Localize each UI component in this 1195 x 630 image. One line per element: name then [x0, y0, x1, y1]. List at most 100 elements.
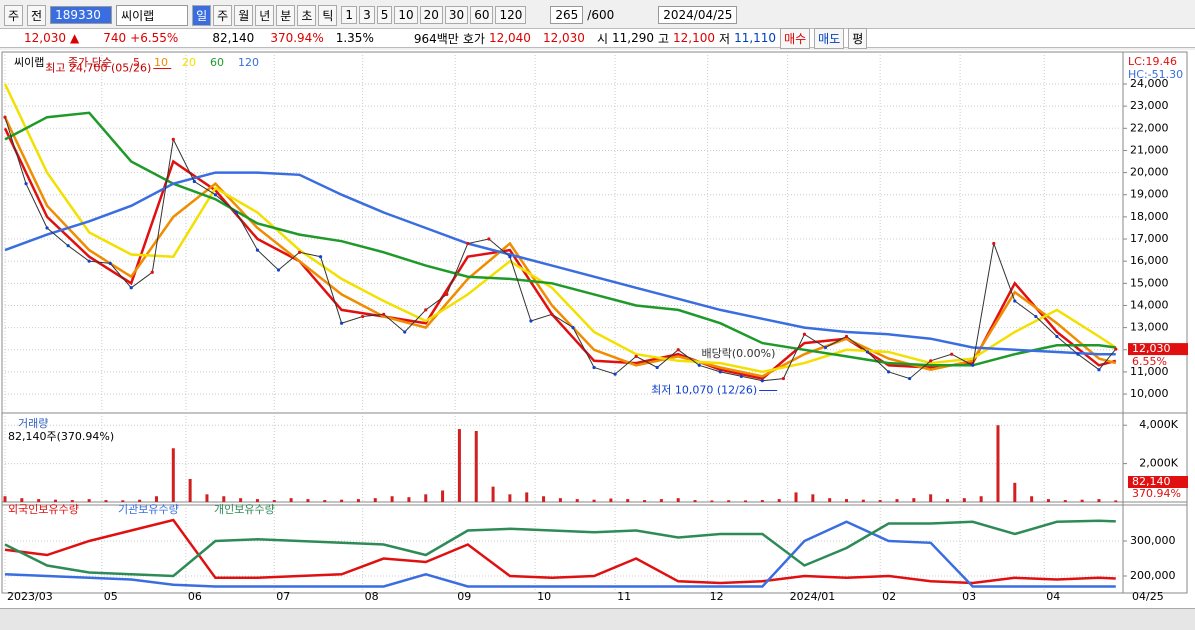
low: 11,110: [734, 31, 777, 45]
close-point: [971, 363, 975, 367]
x-tick-label: 10: [537, 590, 551, 603]
period-button[interactable]: 년: [255, 4, 275, 26]
volume: 82,140: [212, 31, 255, 45]
y-tick-label: 19,000: [1130, 188, 1169, 201]
buy[interactable]: 매수: [780, 27, 811, 49]
interval-button[interactable]: 120: [495, 6, 527, 24]
close-point: [318, 255, 323, 259]
indicator: HC:-51.30: [1128, 68, 1183, 81]
legend-entry: 10: [154, 56, 168, 69]
y-tick-label: 13,000: [1130, 321, 1169, 334]
x-tick-label: 12: [710, 590, 724, 603]
volume-bar: [777, 499, 781, 502]
volume-bar: [929, 494, 933, 502]
period-button[interactable]: 틱: [318, 4, 338, 26]
sell[interactable]: 매도: [814, 27, 845, 49]
holding-line: [4, 518, 1116, 585]
volume-bar: [811, 494, 815, 502]
close-point: [1055, 334, 1059, 339]
volume-bar: [20, 498, 24, 502]
volume-bar: [390, 496, 394, 502]
y-tick-label: 15,000: [1130, 276, 1169, 289]
kind[interactable]: 전: [27, 4, 47, 26]
x-tick-label: 11: [617, 590, 631, 603]
last-box: [1128, 476, 1188, 488]
volume-bar: [104, 500, 108, 502]
volume-bar: [424, 494, 428, 502]
count[interactable]: 265: [550, 6, 584, 24]
close-point: [571, 326, 575, 330]
close-point: [844, 334, 849, 339]
volume-bar: [693, 500, 697, 502]
code[interactable]: 189330: [50, 6, 113, 24]
ask: 12,040: [488, 31, 531, 45]
last-change: 6.55%: [1132, 355, 1167, 368]
max-count: /600: [587, 8, 615, 22]
turnover: 1.35%: [335, 31, 374, 45]
volume-bar: [239, 498, 243, 502]
quote-bar: 12,030 ▲ 740 +6.55% 82,140 370.94% 1.35%…: [0, 27, 1195, 49]
period-button[interactable]: 분: [276, 4, 296, 26]
high-label: 고: [657, 31, 670, 46]
close-point: [592, 365, 596, 370]
volume-ratio: 370.94%: [270, 31, 324, 45]
legend-entry: 개인보유수량: [214, 503, 275, 516]
chart: 2023/03 05 06 07 08 09 10 11 12 2024/01 02 03 04 04/2…: [0, 50, 1195, 608]
volume-bar: [340, 499, 344, 502]
volume-bar: [727, 500, 731, 502]
x-tick-label: 09: [457, 590, 471, 603]
close-point: [3, 115, 7, 119]
interval-button[interactable]: 30: [444, 6, 469, 24]
close-point: [403, 330, 407, 334]
volume-bar: [895, 499, 899, 502]
volume-bar: [878, 500, 882, 502]
date[interactable]: 2024/04/25: [658, 6, 738, 24]
close-point: [297, 250, 302, 254]
x-end-label: 04/25: [1132, 590, 1164, 603]
volume-bar: [3, 496, 7, 502]
x-tick-label: 2024/01: [790, 590, 836, 603]
close-point: [529, 319, 533, 323]
open: 11,290: [611, 31, 654, 45]
volume-bar: [659, 499, 663, 502]
volume-bar: [70, 500, 74, 502]
period-button[interactable]: 일: [192, 4, 212, 26]
interval-button[interactable]: 60: [470, 6, 494, 24]
volume-bar: [861, 499, 865, 502]
period-button[interactable]: 주: [213, 4, 233, 26]
interval-button[interactable]: 10: [394, 6, 418, 24]
period-button[interactable]: 월: [234, 4, 254, 26]
close-point: [634, 354, 638, 359]
close-point: [1114, 347, 1118, 351]
close-point: [171, 137, 175, 141]
close-point: [886, 370, 891, 374]
market[interactable]: 주: [4, 4, 24, 26]
bid: 12,030: [542, 31, 585, 45]
volume-bar: [794, 492, 798, 502]
y-tick-label: 18,000: [1130, 210, 1169, 223]
volume-bar: [945, 499, 949, 502]
close-point: [66, 244, 70, 248]
close-point: [108, 261, 112, 265]
scrollbar[interactable]: [0, 608, 1195, 630]
period-button[interactable]: 초: [297, 4, 317, 26]
close-point: [1076, 352, 1080, 356]
volume-bar: [1080, 499, 1084, 502]
volume-bar: [710, 500, 714, 502]
close-point: [676, 348, 680, 352]
volume-bar: [222, 496, 226, 502]
stock-name[interactable]: 씨이랩: [116, 4, 189, 26]
holding-line: [4, 519, 1116, 578]
interval-button[interactable]: 1: [341, 6, 358, 24]
volume-bar: [323, 500, 327, 502]
avg[interactable]: 평: [848, 27, 868, 49]
x-tick-label: 05: [104, 590, 118, 603]
interval-button[interactable]: 3: [359, 6, 375, 24]
volume-bar: [525, 492, 529, 502]
interval-button[interactable]: 20: [419, 6, 443, 24]
x-tick-label: 03: [962, 590, 976, 603]
y-tick-label: 10,000: [1130, 387, 1169, 400]
interval-button[interactable]: 5: [376, 6, 393, 24]
change-pct: +6.55%: [130, 31, 179, 45]
